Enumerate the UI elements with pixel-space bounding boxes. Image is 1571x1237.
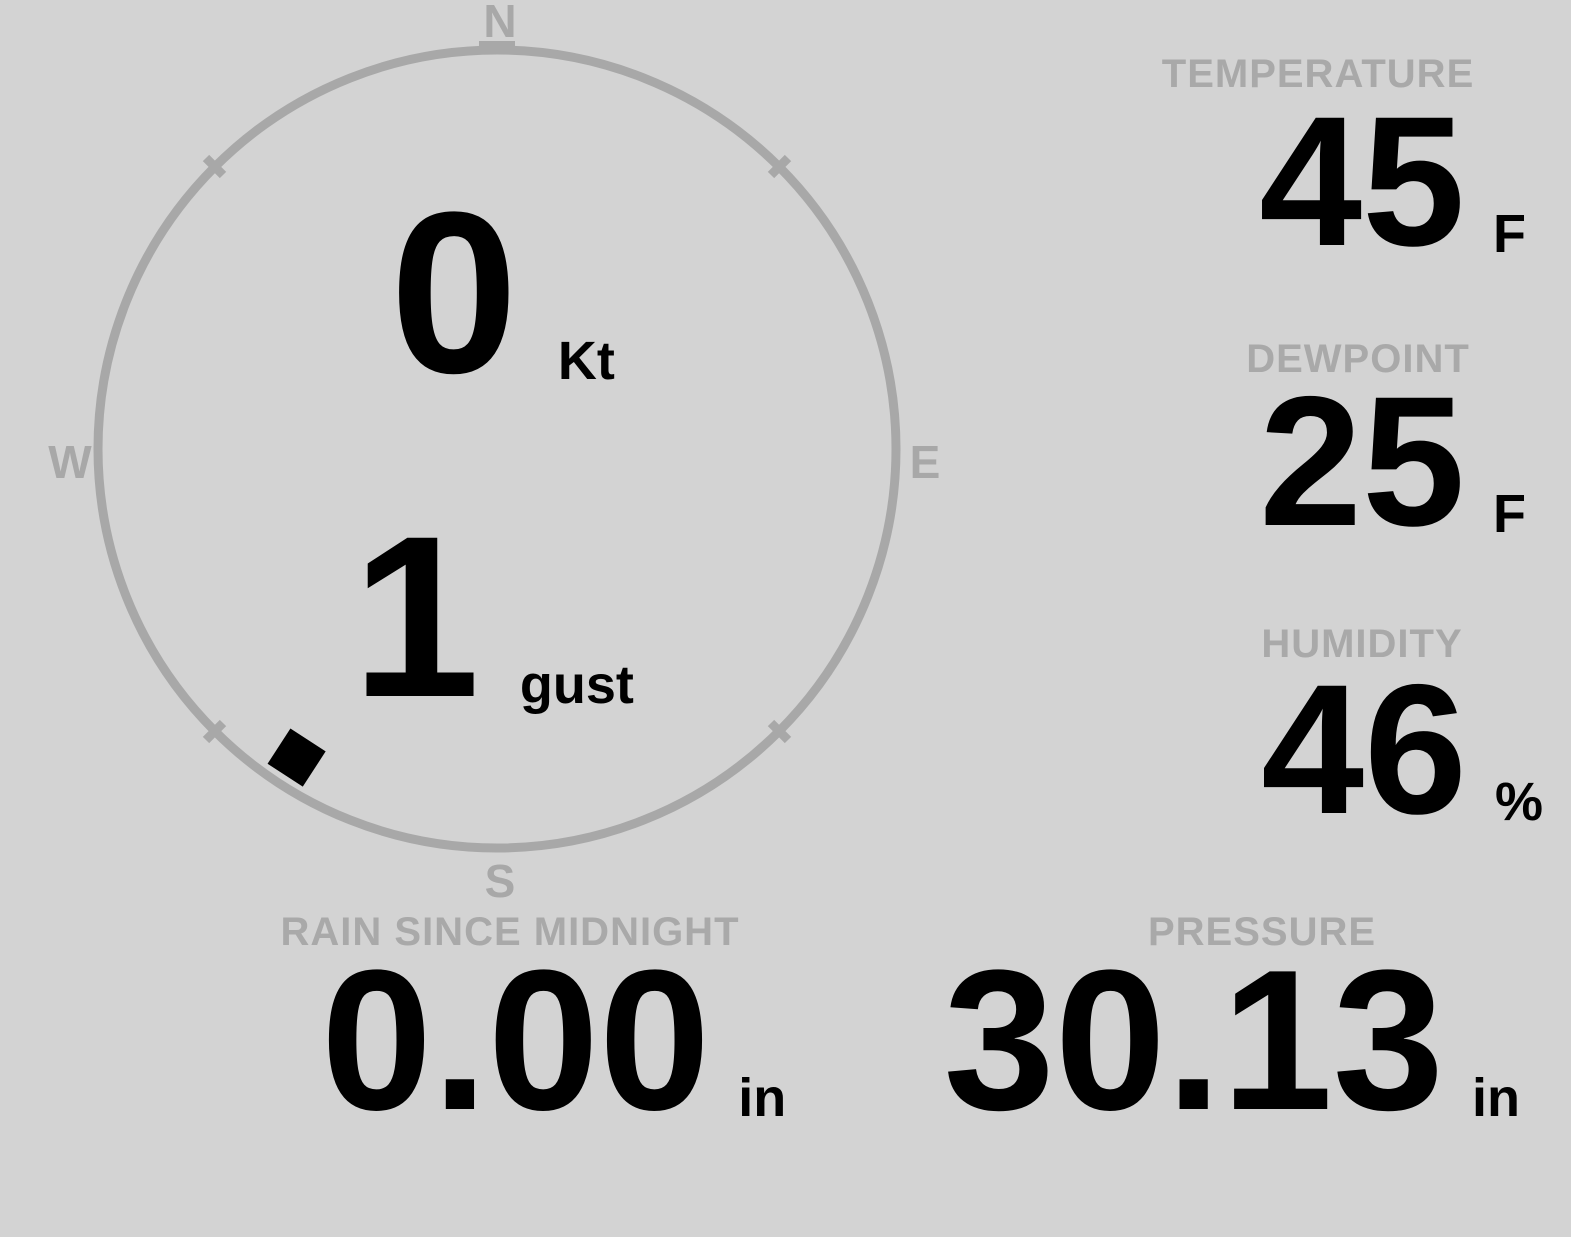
pressure-unit: in — [1472, 1068, 1520, 1128]
dewpoint-label: DEWPOINT — [1246, 337, 1470, 381]
humidity-label: HUMIDITY — [1261, 622, 1463, 666]
pressure-value: 30.13 — [943, 929, 1445, 1152]
pressure-label: PRESSURE — [1147, 910, 1377, 954]
compass-label-east: E — [909, 436, 941, 488]
temperature-readout: 45 F — [1259, 90, 1526, 275]
compass-tick-nw — [202, 154, 227, 179]
dewpoint-readout: 25 F — [1259, 370, 1526, 555]
dewpoint-unit: F — [1493, 484, 1526, 544]
wind-gust-readout: 1 gust — [352, 502, 634, 732]
compass-label-south: S — [484, 855, 516, 907]
compass-label-west: W — [48, 436, 92, 488]
wind-direction-marker — [267, 728, 326, 787]
humidity-unit: % — [1494, 772, 1543, 832]
wind-speed-unit: Kt — [557, 331, 615, 391]
humidity-value: 46 — [1261, 647, 1467, 853]
dewpoint-value: 25 — [1259, 359, 1465, 565]
compass-label-north: N — [483, 0, 517, 47]
compass-ring — [93, 45, 901, 853]
humidity-readout: 46 % — [1261, 658, 1543, 843]
rain-unit: in — [738, 1068, 787, 1128]
compass-tick-north — [479, 41, 515, 49]
wind-speed-value: 0 — [390, 164, 518, 421]
rain-readout: 0.00 in — [321, 941, 786, 1141]
wind-gust-value: 1 — [352, 488, 480, 745]
temperature-label: TEMPERATURE — [1161, 52, 1475, 96]
rain-value: 0.00 — [321, 929, 711, 1152]
temperature-value: 45 — [1259, 79, 1465, 285]
compass-tick-sw — [202, 719, 227, 744]
pressure-readout: 30.13 in — [944, 941, 1521, 1141]
compass-tick-ne — [767, 154, 792, 179]
temperature-unit: F — [1493, 204, 1526, 264]
wind-gust-unit: gust — [519, 655, 634, 715]
rain-label: RAIN SINCE MIDNIGHT — [280, 910, 740, 954]
compass-tick-se — [767, 719, 792, 744]
wind-speed-readout: 0 Kt — [390, 178, 615, 408]
